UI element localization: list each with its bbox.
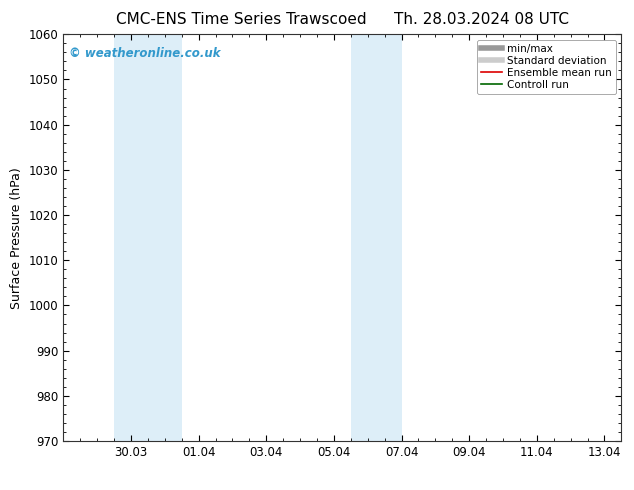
Bar bbox=[114, 34, 182, 441]
Legend: min/max, Standard deviation, Ensemble mean run, Controll run: min/max, Standard deviation, Ensemble me… bbox=[477, 40, 616, 94]
Text: © weatheronline.co.uk: © weatheronline.co.uk bbox=[69, 47, 221, 59]
Text: Th. 28.03.2024 08 UTC: Th. 28.03.2024 08 UTC bbox=[394, 12, 569, 27]
Bar bbox=[351, 34, 401, 441]
Y-axis label: Surface Pressure (hPa): Surface Pressure (hPa) bbox=[10, 167, 23, 309]
Text: CMC-ENS Time Series Trawscoed: CMC-ENS Time Series Trawscoed bbox=[115, 12, 366, 27]
